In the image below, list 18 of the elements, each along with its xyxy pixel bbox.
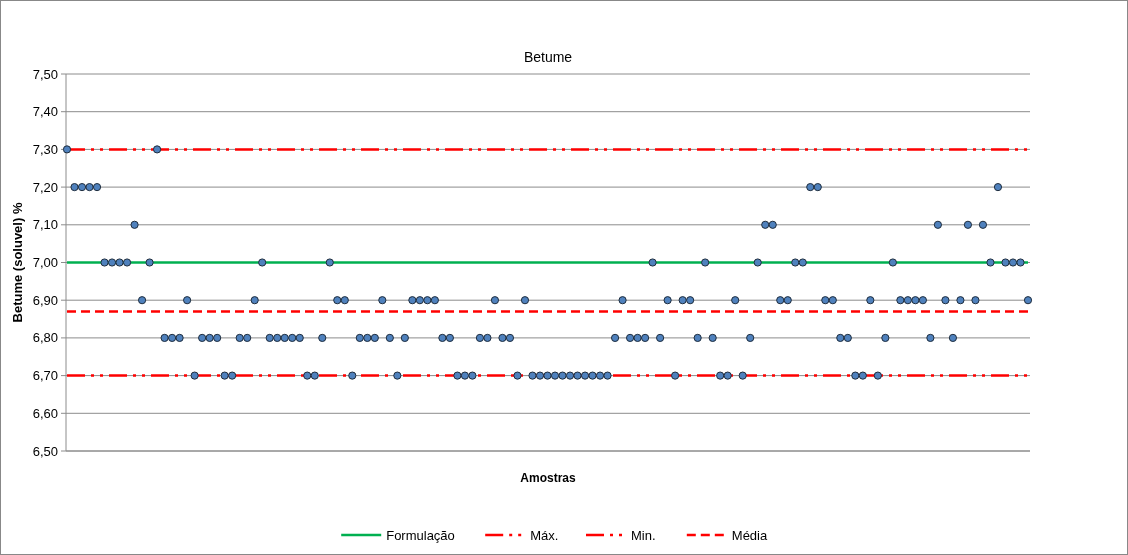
y-tick-label: 7,30 (32, 141, 58, 157)
y-axis-title: Betume (soluvel) % (10, 202, 25, 323)
y-tick-label: 7,20 (32, 179, 58, 195)
y-tick-label: 7,40 (32, 104, 58, 120)
y-tick-label: 6,60 (32, 405, 58, 421)
y-tick-label: 6,90 (32, 292, 58, 308)
legend-label: Média (731, 527, 768, 543)
chart-title: Betume (523, 49, 573, 65)
legend-label: Min. (631, 527, 656, 543)
y-tick-label: 6,70 (32, 368, 58, 384)
y-tick-label: 6,80 (32, 330, 58, 346)
legend-label: Máx. (530, 527, 559, 543)
y-tick-label: 7,10 (32, 217, 58, 233)
legend-label: Formulação (386, 527, 455, 543)
y-tick-label: 6,50 (32, 443, 58, 459)
y-tick-label: 7,00 (32, 255, 58, 271)
y-tick-label: 7,50 (32, 66, 58, 82)
x-axis-title: Amostras (520, 471, 576, 485)
